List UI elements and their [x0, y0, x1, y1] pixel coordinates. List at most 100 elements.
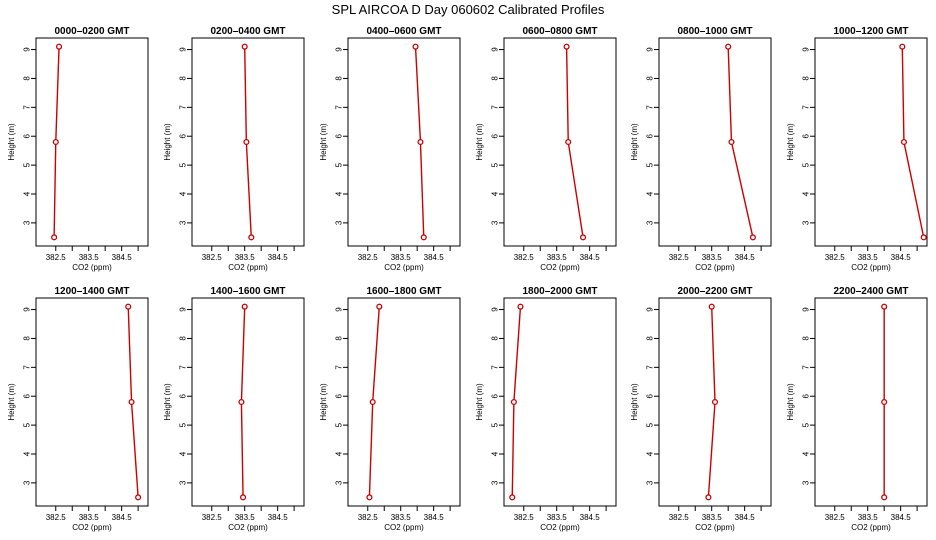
y-tick-label: 4 [645, 191, 654, 196]
plot-frame [35, 297, 149, 507]
x-axis-label: CO2 (ppm) [851, 263, 891, 272]
data-point [420, 234, 427, 241]
y-tick-label: 9 [645, 307, 654, 312]
data-point [749, 234, 756, 241]
x-axis-label: CO2 (ppm) [540, 523, 580, 532]
x-tick-label: 384.5 [268, 253, 289, 262]
data-point [899, 43, 906, 50]
y-tick-label: 5 [22, 162, 31, 167]
y-tick-label: 4 [490, 191, 499, 196]
data-point [56, 43, 63, 50]
y-tick-label: 5 [334, 422, 343, 427]
y-tick-label: 5 [801, 162, 810, 167]
x-tick-label: 384.5 [112, 253, 133, 262]
y-tick-label: 6 [334, 393, 343, 398]
y-tick-label: 7 [490, 105, 499, 110]
y-tick-label: 5 [178, 422, 187, 427]
x-tick-label: 382.5 [358, 513, 379, 522]
y-axis-label: Height (m) [319, 123, 328, 161]
data-point [243, 138, 250, 146]
x-tick-label: 382.5 [202, 513, 223, 522]
x-tick-label: 384.5 [580, 253, 601, 262]
x-tick-label: 382.5 [46, 513, 67, 522]
x-tick-label: 382.5 [514, 513, 535, 522]
data-point [881, 303, 888, 310]
y-tick-label: 8 [645, 76, 654, 81]
y-axis-label: Height (m) [7, 123, 16, 161]
x-tick-label: 384.5 [735, 253, 756, 262]
y-tick-label: 5 [801, 422, 810, 427]
x-tick-label: 383.5 [547, 513, 568, 522]
y-tick-label: 8 [178, 76, 187, 81]
data-point [238, 398, 245, 406]
y-tick-label: 6 [801, 393, 810, 398]
x-axis-label: CO2 (ppm) [72, 523, 112, 532]
y-tick-label: 8 [22, 336, 31, 341]
y-axis-label: Height (m) [163, 383, 172, 421]
y-tick-label: 9 [645, 47, 654, 52]
y-tick-label: 6 [178, 133, 187, 138]
data-point [728, 138, 735, 146]
y-tick-label: 7 [645, 105, 654, 110]
y-tick-label: 8 [22, 76, 31, 81]
panel-title: 0000–0200 GMT [54, 26, 129, 37]
y-tick-label: 9 [22, 47, 31, 52]
data-point [376, 303, 383, 310]
panel-title: 1200–1400 GMT [54, 286, 129, 297]
x-tick-label: 384.5 [891, 513, 912, 522]
y-tick-label: 4 [334, 191, 343, 196]
y-tick-label: 8 [801, 336, 810, 341]
y-tick-label: 9 [490, 47, 499, 52]
data-point [412, 43, 419, 50]
y-tick-label: 3 [22, 220, 31, 225]
plot-frame [503, 297, 617, 507]
y-tick-label: 8 [334, 76, 343, 81]
y-tick-label: 3 [645, 480, 654, 485]
y-tick-label: 3 [334, 220, 343, 225]
panel-title: 2000–2200 GMT [677, 286, 752, 297]
panel-title: 1800–2000 GMT [522, 286, 597, 297]
x-tick-label: 384.5 [268, 513, 289, 522]
x-tick-label: 383.5 [391, 253, 412, 262]
y-tick-label: 4 [645, 451, 654, 456]
x-tick-label: 382.5 [514, 253, 535, 262]
data-point [417, 138, 424, 146]
y-tick-label: 3 [334, 480, 343, 485]
y-tick-label: 8 [490, 336, 499, 341]
x-tick-label: 382.5 [46, 253, 67, 262]
panel-title: 1400–1600 GMT [210, 286, 285, 297]
y-axis-label: Height (m) [319, 383, 328, 421]
panel-title: 1600–1800 GMT [366, 286, 441, 297]
x-tick-label: 382.5 [825, 513, 846, 522]
plot-frame [191, 297, 305, 507]
y-tick-label: 3 [490, 480, 499, 485]
y-tick-label: 4 [22, 191, 31, 196]
y-tick-label: 3 [22, 480, 31, 485]
data-point [711, 398, 719, 406]
y-tick-label: 5 [334, 162, 343, 167]
y-tick-label: 9 [178, 47, 187, 52]
y-tick-label: 6 [490, 393, 499, 398]
plot-frame [35, 37, 149, 247]
data-point [708, 303, 715, 310]
y-tick-label: 7 [178, 105, 187, 110]
y-tick-label: 8 [645, 336, 654, 341]
panel-title: 0800–1000 GMT [677, 26, 752, 37]
y-tick-label: 5 [490, 422, 499, 427]
y-tick-label: 7 [178, 365, 187, 370]
x-tick-label: 383.5 [79, 513, 100, 522]
plot-frame [814, 297, 928, 507]
y-tick-label: 7 [334, 105, 343, 110]
data-point [881, 494, 888, 501]
panel-title: 0200–0400 GMT [210, 26, 285, 37]
data-point [920, 234, 927, 241]
y-tick-label: 9 [22, 307, 31, 312]
